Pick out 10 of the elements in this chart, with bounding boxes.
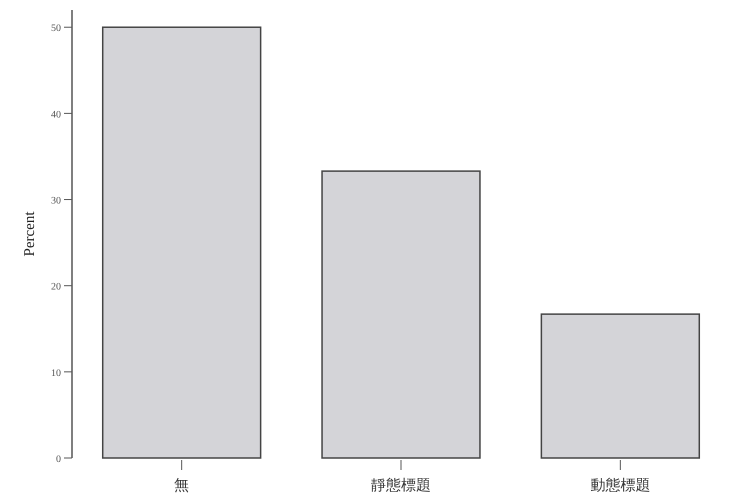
y-tick-label: 0 xyxy=(56,454,61,465)
x-tick-label: 無 xyxy=(174,477,190,494)
x-tick-label: 靜態標題 xyxy=(371,477,431,494)
y-tick-label: 20 xyxy=(51,282,61,293)
y-tick-label: 50 xyxy=(51,23,61,34)
y-tick-label: 10 xyxy=(51,368,61,379)
y-tick-label: 40 xyxy=(51,109,61,120)
x-tick-label: 動態標題 xyxy=(590,477,650,494)
y-tick-label: 30 xyxy=(51,196,61,207)
y-axis-title: Percent xyxy=(22,210,38,256)
